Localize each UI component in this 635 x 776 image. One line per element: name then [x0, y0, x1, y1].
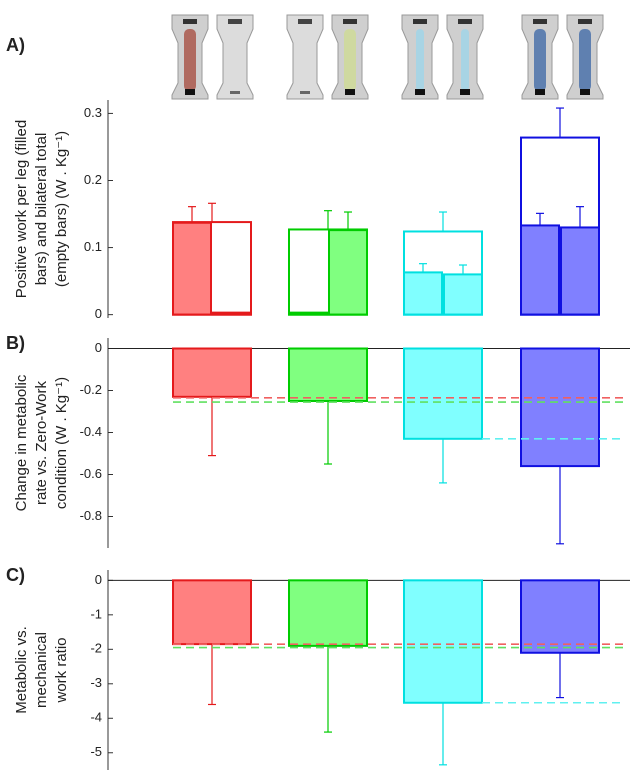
y-tick-label: 0.1: [84, 239, 102, 254]
y-tick-label: 0: [95, 340, 102, 355]
panel-letter: A): [6, 35, 25, 55]
y-axis-label: Positive work per leg (filled: [13, 120, 30, 298]
leg-bar: [173, 223, 211, 315]
y-tick-label: -4: [90, 710, 102, 725]
y-tick-label: -1: [90, 606, 102, 621]
y-tick-label: -0.6: [80, 466, 102, 481]
y-tick-label: 0.2: [84, 172, 102, 187]
panel-letter: C): [6, 565, 25, 585]
y-axis-label: mechanical: [33, 632, 50, 708]
y-tick-label: -0.8: [80, 508, 102, 523]
y-axis-label: condition (W . Kg⁻¹): [53, 377, 70, 509]
y-tick-label: 0.3: [84, 105, 102, 120]
bar: [404, 349, 482, 439]
y-tick-label: -5: [90, 744, 102, 759]
y-axis-label: Metabolic vs.: [13, 626, 30, 714]
bar: [521, 580, 599, 652]
leg-bar: [329, 230, 367, 315]
bar: [289, 580, 367, 646]
y-tick-label: 0: [95, 572, 102, 587]
panel-letter: B): [6, 333, 25, 353]
bar: [173, 580, 251, 644]
bar: [173, 349, 251, 397]
figure: A) Positive work per leg (filledbars) and…: [0, 0, 635, 776]
y-axis-label: bars) and bilateral total: [33, 133, 50, 286]
leg-icons: [172, 15, 603, 99]
bar: [289, 349, 367, 402]
leg-bar: [521, 225, 559, 314]
y-axis-label: Change in metabolic: [13, 374, 30, 511]
y-axis-label: rate vs. Zero-Work: [33, 381, 50, 505]
bar: [404, 580, 482, 702]
y-axis-label: work ratio: [53, 637, 70, 703]
y-tick-label: -0.2: [80, 382, 102, 397]
bar: [521, 349, 599, 467]
leg-bar: [444, 274, 482, 314]
y-tick-label: 0: [95, 306, 102, 321]
y-tick-label: -2: [90, 641, 102, 656]
leg-bar: [404, 272, 442, 314]
y-tick-label: -0.4: [80, 424, 102, 439]
y-tick-label: -3: [90, 675, 102, 690]
leg-bar: [561, 227, 599, 314]
y-axis-label: (empty bars) (W . Kg⁻¹): [53, 131, 70, 287]
